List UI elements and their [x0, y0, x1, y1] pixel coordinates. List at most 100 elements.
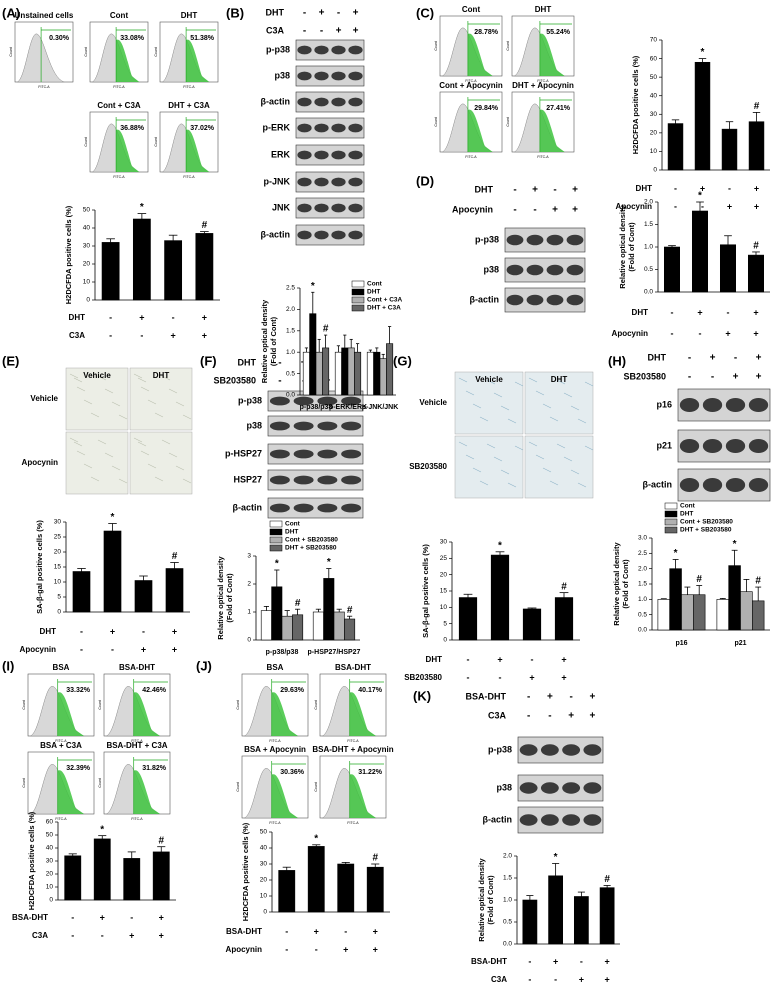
condition-label: DHT: [648, 352, 667, 362]
legend-label: Cont: [367, 281, 383, 288]
blot-band: [269, 396, 290, 406]
condition-sign: +: [572, 205, 578, 216]
bar: [719, 244, 736, 293]
cell-texture: [577, 482, 587, 488]
bar: [751, 600, 765, 631]
significance-mark: #: [753, 241, 759, 252]
flow-y-label: Count: [434, 117, 438, 126]
condition-sign: +: [589, 692, 595, 703]
condition-sign: +: [700, 183, 705, 193]
bar: [721, 128, 738, 171]
flow-positive: [116, 129, 140, 172]
band-label: p38: [496, 782, 512, 792]
condition-label: BSA-DHT: [471, 957, 507, 966]
bar: [323, 578, 335, 641]
y-tick-label: 2.0: [638, 565, 647, 572]
y-tick-label: 3: [247, 553, 251, 560]
blot-band: [293, 421, 314, 431]
bar: [379, 358, 387, 396]
flow-percent: 55.24%: [546, 29, 571, 36]
blot-band: [341, 449, 362, 459]
y-axis-label: (Fold of Cont): [486, 875, 495, 925]
y-tick-label: 10: [260, 893, 268, 900]
bar: [573, 896, 589, 945]
bar: [691, 210, 708, 293]
bar: [667, 123, 684, 171]
legend-swatch: [269, 528, 283, 536]
condition-sign: -: [711, 372, 714, 383]
y-axis-label: Relative optical density: [216, 555, 225, 639]
x-tick-label: p-JNK/JNK: [362, 404, 399, 411]
y-tick-label: 40: [83, 225, 91, 232]
flow-positive: [539, 33, 565, 76]
condition-sign: -: [278, 376, 281, 387]
cell-texture: [472, 403, 482, 409]
y-tick-label: 70: [650, 37, 658, 44]
y-tick-label: 0: [247, 637, 251, 644]
y-tick-label: 0.5: [286, 370, 295, 377]
condition-label: DHT: [238, 357, 257, 367]
flow-positive: [133, 770, 161, 814]
condition-label: Apocynin: [226, 945, 263, 954]
condition-sign: -: [467, 672, 470, 682]
blot-strip: [295, 171, 365, 193]
condition-sign: +: [553, 956, 558, 966]
cell-texture: [111, 465, 121, 471]
blot-strip: [295, 197, 365, 219]
condition-sign: -: [699, 328, 702, 338]
flow-percent: 30.36%: [280, 769, 305, 776]
flow-x-label: FITC-A: [113, 175, 125, 179]
blot-band: [314, 230, 329, 240]
cell-texture: [137, 441, 147, 447]
cell-texture: [76, 450, 86, 456]
cell-texture: [556, 379, 566, 385]
blot-band: [519, 744, 538, 756]
band-label: p-JNK: [264, 176, 291, 186]
y-tick-label: 30: [54, 519, 62, 526]
flow-x-label: FITC-A: [347, 821, 359, 825]
flow-x-label: FITC-A: [347, 739, 359, 743]
flow-positive: [186, 39, 210, 82]
legend-label: Cont: [680, 503, 696, 510]
bar: [281, 615, 293, 641]
flow-y-label: Count: [506, 41, 510, 50]
significance-mark: #: [172, 551, 178, 562]
blot-band: [297, 203, 312, 213]
y-tick-label: 0: [443, 637, 447, 644]
y-axis-label: Relative optical density: [618, 204, 627, 288]
bar: [292, 614, 304, 641]
band-label: ERK: [271, 149, 291, 159]
condition-sign: -: [337, 8, 340, 19]
cell-texture: [458, 377, 468, 383]
significance-mark: #: [347, 605, 353, 616]
blot-band: [583, 744, 602, 756]
micrograph: [129, 431, 193, 495]
band-label: p38: [246, 420, 262, 430]
bar: [669, 568, 682, 631]
blot-band: [519, 782, 538, 794]
y-tick-label: 10: [46, 884, 54, 891]
condition-sign: -: [142, 626, 145, 636]
bar: [334, 351, 342, 396]
condition-label: BSA-DHT: [226, 927, 262, 936]
column-label: Vehicle: [83, 371, 111, 380]
y-tick-label: 30: [83, 243, 91, 250]
y-tick-label: 60: [46, 819, 54, 826]
significance-mark: *: [498, 540, 502, 551]
condition-sign: -: [728, 183, 731, 193]
panel-label: (E): [2, 353, 19, 368]
cell-texture: [563, 392, 573, 398]
condition-label: C3A: [491, 975, 507, 984]
condition-sign: -: [130, 912, 133, 922]
y-tick-label: 0.5: [638, 611, 647, 618]
significance-mark: *: [698, 191, 702, 202]
condition-sign: +: [589, 711, 595, 722]
band-label: p-p38: [475, 234, 499, 244]
cell-texture: [458, 441, 468, 447]
blot-band: [317, 449, 338, 459]
condition-sign: -: [531, 654, 534, 664]
cell-texture: [182, 478, 192, 484]
y-axis-label: (Fold of Cont): [627, 222, 636, 272]
bar: [164, 240, 183, 301]
condition-label: DHT: [632, 308, 649, 317]
